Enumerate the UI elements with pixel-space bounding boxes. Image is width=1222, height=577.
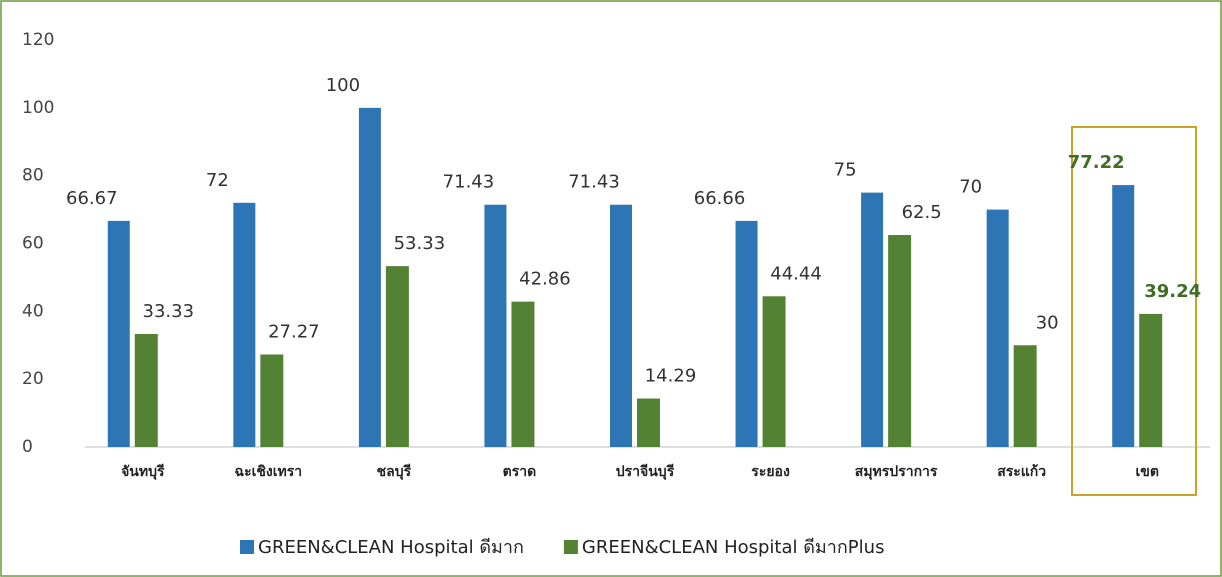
- bar: [107, 220, 130, 447]
- y-tick-label: 100: [22, 98, 54, 118]
- bar: [484, 204, 507, 447]
- bar: [610, 204, 632, 447]
- y-tick-label: 60: [22, 234, 44, 254]
- data-label: 33.33: [143, 301, 195, 322]
- data-label: 66.66: [694, 188, 746, 209]
- bar: [1013, 345, 1037, 447]
- x-tick-label: สระแก้ว: [997, 464, 1046, 480]
- x-tick-label: ฉะเชิงเทรา: [235, 464, 303, 480]
- bar: [888, 235, 912, 447]
- y-tick-label: 80: [22, 166, 44, 186]
- data-label: 42.86: [519, 269, 571, 290]
- data-label: 30: [1036, 312, 1059, 333]
- data-label: 62.5: [902, 202, 942, 223]
- bar: [385, 266, 409, 447]
- y-tick-label: 20: [22, 369, 44, 389]
- x-tick-label: สมุทรปราการ: [855, 464, 938, 480]
- bar: [511, 301, 535, 447]
- bar: [134, 333, 158, 447]
- bar: [986, 209, 1009, 447]
- legend-label: GREEN&CLEAN Hospital ดีมาก: [258, 537, 524, 558]
- bar: [861, 192, 884, 447]
- bar: [1139, 313, 1163, 447]
- data-label: 77.22: [1068, 152, 1125, 173]
- data-label: 14.29: [645, 366, 697, 387]
- data-label: 70: [959, 177, 982, 198]
- data-label: 53.33: [394, 233, 446, 254]
- data-label: 72: [206, 170, 229, 191]
- legend-label: GREEN&CLEAN Hospital ดีมากPlus: [582, 537, 885, 558]
- data-label: 71.43: [443, 172, 495, 193]
- y-tick-label: 40: [22, 301, 44, 321]
- x-tick-label: ปราจีนบุรี: [616, 464, 675, 480]
- bar: [358, 107, 381, 447]
- data-label: 44.44: [770, 263, 822, 284]
- x-tick-label: จันทบุรี: [121, 464, 165, 480]
- y-tick-label: 120: [22, 30, 54, 50]
- legend-swatch: [240, 540, 254, 554]
- bar: [233, 202, 256, 447]
- legend-swatch: [563, 540, 578, 554]
- highlight-box: [1071, 126, 1197, 496]
- bar: [637, 398, 660, 447]
- x-tick-label: เขต: [1135, 464, 1158, 480]
- x-tick-label: ระยอง: [751, 464, 790, 480]
- data-label: 71.43: [568, 172, 620, 193]
- data-label: 75: [834, 160, 857, 181]
- data-label: 39.24: [1144, 281, 1201, 302]
- x-tick-label: ตราด: [503, 464, 537, 480]
- data-label: 66.67: [66, 188, 118, 209]
- x-tick-label: ชลบุรี: [377, 464, 412, 480]
- data-label: 100: [326, 75, 360, 96]
- bar: [1112, 185, 1135, 447]
- y-tick-label: 0: [22, 437, 33, 457]
- bar: [762, 296, 786, 447]
- data-label: 27.27: [268, 322, 320, 343]
- bar: [735, 220, 758, 447]
- bar: [260, 354, 284, 447]
